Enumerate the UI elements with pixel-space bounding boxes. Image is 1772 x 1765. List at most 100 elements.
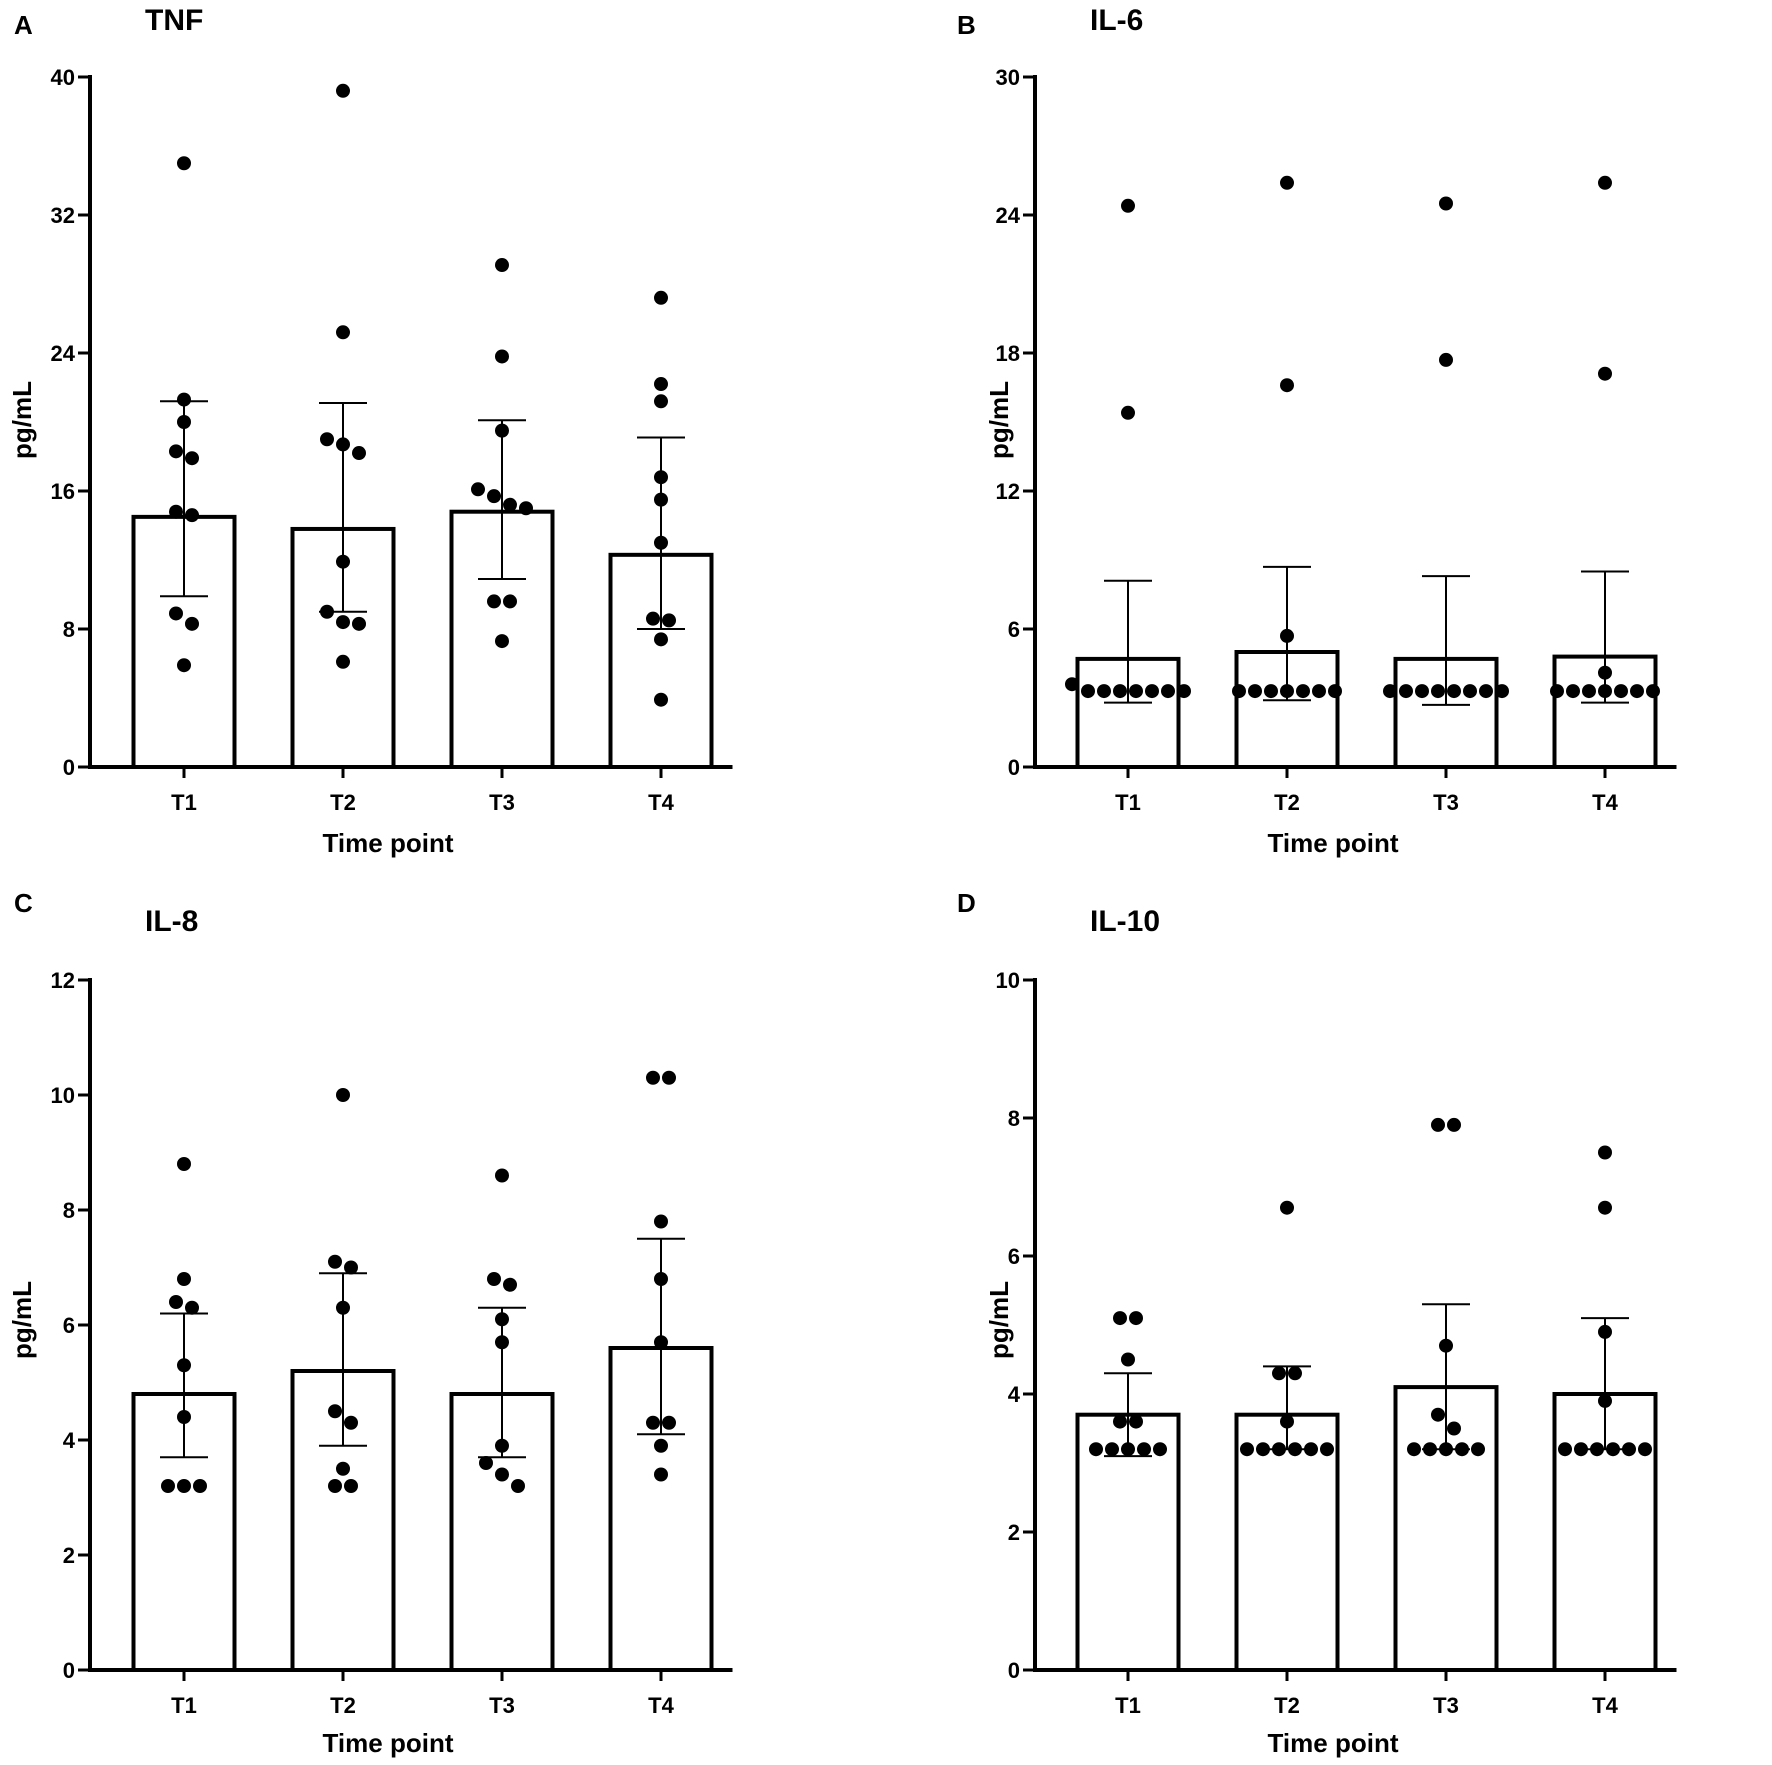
y-tick-label: 4 bbox=[63, 1428, 76, 1453]
data-point bbox=[1304, 1442, 1318, 1457]
data-point bbox=[1105, 1442, 1119, 1457]
data-point bbox=[519, 501, 533, 516]
data-point bbox=[1081, 684, 1095, 699]
data-point bbox=[352, 616, 366, 631]
data-point bbox=[320, 604, 334, 619]
data-point bbox=[1598, 1200, 1612, 1215]
panel-b: B IL-6 Time point pg/mL 0 6 12 18 24 30 T1 T2 T3… bbox=[957, 4, 1677, 858]
data-point bbox=[1280, 378, 1294, 393]
data-point bbox=[1121, 405, 1135, 420]
data-point bbox=[1447, 1117, 1461, 1132]
data-point bbox=[1264, 684, 1278, 699]
data-point bbox=[1439, 196, 1453, 211]
panel-letter: A bbox=[14, 10, 33, 40]
y-tick-label: 8 bbox=[63, 1198, 75, 1223]
y-axis-label: pg/mL bbox=[984, 1281, 1014, 1359]
x-tick-label: T2 bbox=[1274, 790, 1300, 815]
x-tick-label: T1 bbox=[171, 790, 197, 815]
y-tick-label: 12 bbox=[996, 479, 1020, 504]
data-point bbox=[1089, 1442, 1103, 1457]
y-tick-label: 24 bbox=[51, 341, 76, 366]
bar-t4 bbox=[608, 552, 714, 770]
bar-t2 bbox=[1234, 1412, 1340, 1672]
data-point bbox=[1590, 1442, 1604, 1457]
data-point bbox=[503, 594, 517, 609]
y-tick-label: 6 bbox=[63, 1313, 75, 1338]
data-point bbox=[1431, 1117, 1445, 1132]
data-point bbox=[169, 444, 183, 459]
data-point bbox=[654, 1467, 668, 1482]
data-point bbox=[185, 508, 199, 523]
y-tick-label: 6 bbox=[1008, 617, 1020, 642]
data-point bbox=[654, 394, 668, 409]
data-point bbox=[177, 1157, 191, 1171]
data-point bbox=[654, 1272, 668, 1286]
data-point bbox=[1550, 684, 1564, 699]
data-point bbox=[1582, 684, 1596, 699]
data-point bbox=[654, 1335, 668, 1350]
data-point bbox=[1145, 684, 1159, 699]
data-point bbox=[1447, 684, 1461, 699]
data-point bbox=[1439, 352, 1453, 367]
x-tick-label: T3 bbox=[1433, 790, 1459, 815]
panel-title: IL-8 bbox=[145, 905, 198, 938]
y-tick-label: 18 bbox=[996, 341, 1020, 366]
data-point bbox=[1638, 1442, 1652, 1457]
y-tick-label: 10 bbox=[996, 968, 1020, 993]
data-point bbox=[328, 1479, 342, 1493]
data-point bbox=[1288, 1442, 1302, 1457]
data-point bbox=[654, 632, 668, 647]
data-point bbox=[1097, 684, 1111, 699]
data-point bbox=[177, 1272, 191, 1286]
y-axis-label: pg/mL bbox=[984, 381, 1014, 459]
data-point bbox=[344, 1415, 358, 1430]
data-point bbox=[654, 692, 668, 707]
data-point bbox=[328, 1404, 342, 1419]
data-point bbox=[1129, 1414, 1143, 1429]
x-tick-label: T4 bbox=[1592, 790, 1618, 815]
y-tick-label: 0 bbox=[1008, 1658, 1020, 1683]
data-point bbox=[654, 492, 668, 507]
data-point bbox=[1320, 1442, 1334, 1457]
y-tick-label: 30 bbox=[996, 65, 1020, 90]
data-point bbox=[336, 1088, 350, 1102]
data-point bbox=[1495, 684, 1509, 699]
data-point bbox=[1431, 684, 1445, 699]
data-point bbox=[1256, 1442, 1270, 1457]
panel-title: TNF bbox=[145, 4, 203, 37]
y-tick-label: 24 bbox=[996, 203, 1021, 228]
data-point bbox=[1598, 1145, 1612, 1160]
data-point bbox=[495, 1467, 509, 1482]
data-point bbox=[344, 1479, 358, 1493]
data-point bbox=[646, 611, 660, 626]
data-point bbox=[1121, 198, 1135, 213]
data-point bbox=[503, 1277, 517, 1292]
data-point bbox=[1407, 1442, 1421, 1457]
data-point bbox=[1232, 684, 1246, 699]
data-point bbox=[654, 290, 668, 305]
data-point bbox=[177, 156, 191, 171]
x-axis-label: Time point bbox=[323, 1728, 454, 1758]
data-point bbox=[336, 654, 350, 669]
data-point bbox=[352, 446, 366, 461]
data-point bbox=[1598, 1324, 1612, 1339]
data-point bbox=[1177, 684, 1191, 699]
panel-letter: B bbox=[957, 10, 976, 40]
panel-c: C IL-8 Time point pg/mL 0 2 4 6 8 10 12 T1 T2 T3 T… bbox=[7, 888, 733, 1758]
data-point bbox=[177, 1479, 191, 1493]
data-point bbox=[1447, 1421, 1461, 1436]
data-point bbox=[177, 415, 191, 429]
y-tick-label: 10 bbox=[51, 1083, 75, 1108]
data-point bbox=[511, 1479, 525, 1493]
data-point bbox=[177, 1358, 191, 1373]
data-point bbox=[646, 1415, 660, 1430]
data-point bbox=[1471, 1442, 1485, 1457]
x-tick-label: T2 bbox=[330, 790, 356, 815]
data-point bbox=[336, 325, 350, 340]
data-point bbox=[654, 470, 668, 485]
data-point bbox=[662, 613, 676, 628]
x-tick-label: T2 bbox=[330, 1693, 356, 1718]
data-point bbox=[495, 1168, 509, 1183]
data-point bbox=[1598, 1393, 1612, 1408]
data-point bbox=[1280, 175, 1294, 190]
